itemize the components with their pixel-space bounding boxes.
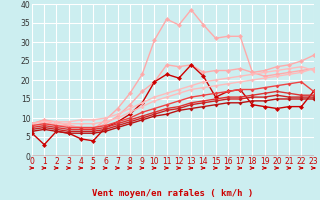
Text: Vent moyen/en rafales ( km/h ): Vent moyen/en rafales ( km/h ): [92, 189, 253, 198]
